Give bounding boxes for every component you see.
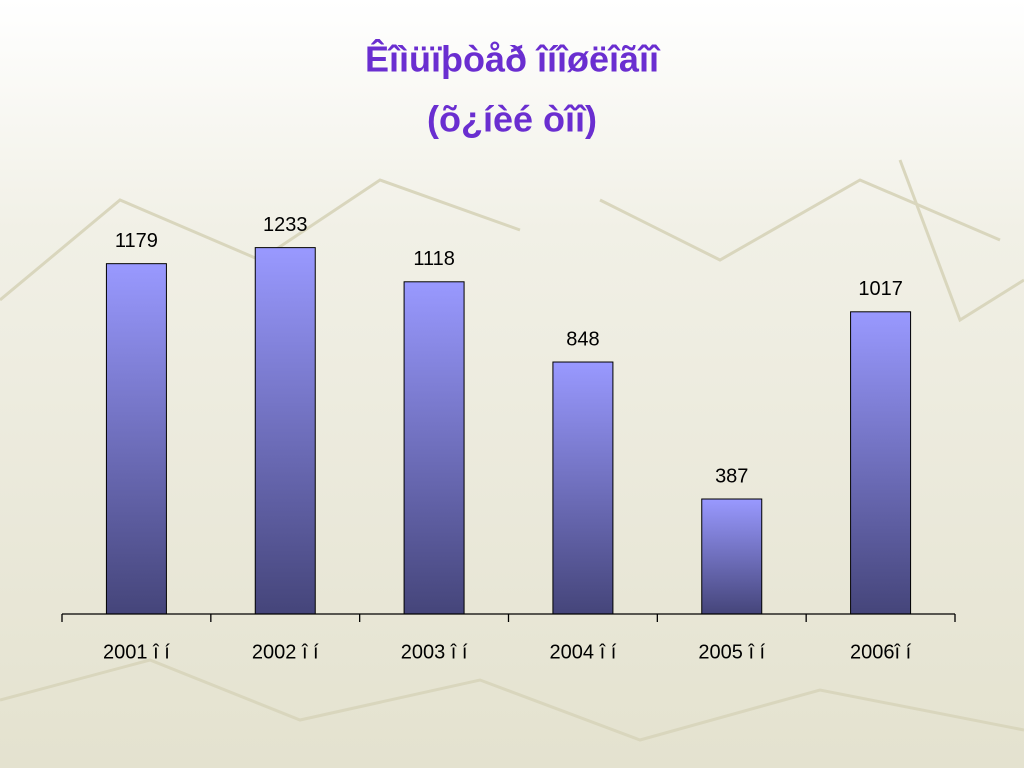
bar [552,361,614,615]
bar [701,498,763,615]
x-tick-label: 2003 î í [401,641,468,663]
x-tick-label: 2001 î í [103,641,170,663]
bar [105,263,167,615]
data-label: 1118 [413,248,455,270]
x-tick-label: 2004 î í [550,641,617,663]
bar [403,281,465,615]
plot-area: 1179 2001 î í 1233 2002 î í 1118 2003 î í 848 2… [61,214,956,663]
bar [254,247,316,615]
bar [850,311,912,615]
data-label: 1017 [858,278,903,300]
chart-subtitle: (õ¿íèé òîî) [427,99,597,140]
x-tick-label: 2005 î í [698,641,765,663]
chart-title: Êîìüïþòåð îíîøëîãîî [365,38,661,80]
x-tick-label: 2006î í [850,641,912,663]
data-label: 1179 [115,230,158,252]
x-tick-label: 2002 î í [252,641,319,663]
data-label: 848 [566,328,599,350]
data-label: 387 [715,465,748,487]
data-label: 1233 [263,214,308,236]
